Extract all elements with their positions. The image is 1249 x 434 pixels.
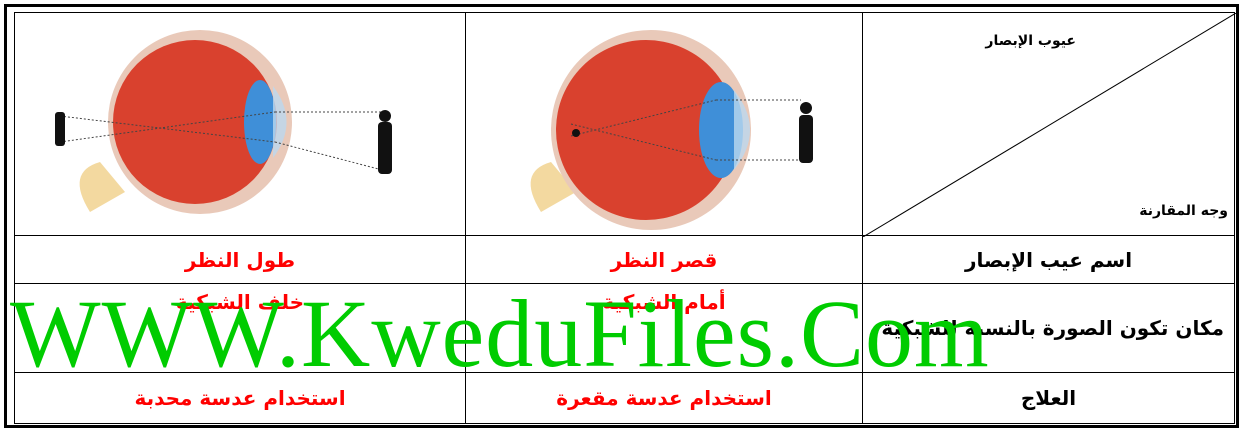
- cell: قصر النظر: [465, 235, 863, 284]
- corner-cell: عيوب الإبصار وجه المقارنة: [862, 12, 1236, 237]
- cell: استخدام عدسة محدبة: [14, 372, 466, 424]
- cell: طول النظر: [14, 235, 466, 284]
- diagonal: [863, 13, 1236, 237]
- watermark: WWW.KweduFiles.Com: [10, 280, 990, 387]
- corner-top: عيوب الإبصار: [985, 33, 1076, 49]
- image-cell: [14, 12, 466, 236]
- corner-bottom: وجه المقارنة: [1139, 203, 1228, 219]
- frame: [4, 4, 1239, 428]
- row-label: العلاج: [862, 372, 1235, 424]
- image-cell: [465, 12, 863, 236]
- row-label: اسم عيب الإبصار: [862, 235, 1235, 284]
- row-label: مكان تكون الصورة بالنسبة للشبكية: [862, 283, 1235, 373]
- eye-myopia: [530, 30, 813, 230]
- cell: استخدام عدسة مقعرة: [465, 372, 863, 424]
- eye-hyperopia: [55, 30, 392, 214]
